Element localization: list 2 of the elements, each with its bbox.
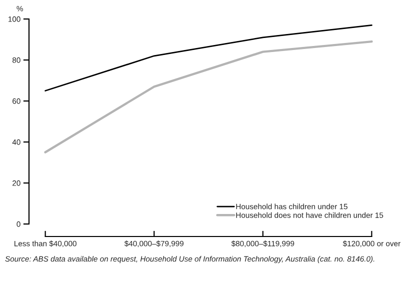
- line-series: [44, 24, 372, 92]
- line-series: [44, 40, 373, 154]
